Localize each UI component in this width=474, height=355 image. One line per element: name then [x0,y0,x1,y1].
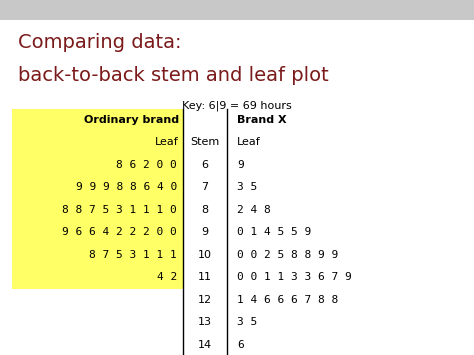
Text: Brand X: Brand X [237,115,287,125]
Text: 9: 9 [201,227,209,237]
Text: 1 4 6 6 6 7 8 8: 1 4 6 6 6 7 8 8 [237,295,338,305]
Text: 13: 13 [198,317,212,327]
Text: Ordinary brand: Ordinary brand [84,115,179,125]
Text: 8: 8 [201,205,209,215]
Text: Leaf: Leaf [237,137,261,147]
Text: 9 9 9 8 8 6 4 0: 9 9 9 8 8 6 4 0 [76,182,177,192]
Bar [0,0,474,20]
Text: 0 1 4 5 5 9: 0 1 4 5 5 9 [237,227,311,237]
Text: 7: 7 [201,182,209,192]
Text: back-to-back stem and leaf plot: back-to-back stem and leaf plot [18,66,329,84]
Text: Comparing data:: Comparing data: [18,33,182,51]
Text: 6: 6 [237,340,244,350]
Text: 3 5: 3 5 [237,182,257,192]
Text: 3 5: 3 5 [237,317,257,327]
Text: 2 4 8: 2 4 8 [237,205,271,215]
Text: 8 7 5 3 1 1 1: 8 7 5 3 1 1 1 [89,250,177,260]
Text: Key: 6|9 = 69 hours: Key: 6|9 = 69 hours [182,100,292,111]
Text: 0 0 2 5 8 8 9 9: 0 0 2 5 8 8 9 9 [237,250,338,260]
Bar [12,109,183,289]
Text: 9 6 6 4 2 2 2 0 0: 9 6 6 4 2 2 2 0 0 [62,227,177,237]
Text: 6: 6 [201,160,209,170]
Text: 9: 9 [237,160,244,170]
Text: 0 0 1 1 3 3 6 7 9: 0 0 1 1 3 3 6 7 9 [237,272,352,282]
Text: 8 8 7 5 3 1 1 1 0: 8 8 7 5 3 1 1 1 0 [62,205,177,215]
Text: 8 6 2 0 0: 8 6 2 0 0 [116,160,177,170]
Text: 10: 10 [198,250,212,260]
Text: 11: 11 [198,272,212,282]
Text: Leaf: Leaf [155,137,179,147]
Text: 4 2: 4 2 [157,272,177,282]
Text: Stem: Stem [191,137,219,147]
Text: 12: 12 [198,295,212,305]
Text: 14: 14 [198,340,212,350]
